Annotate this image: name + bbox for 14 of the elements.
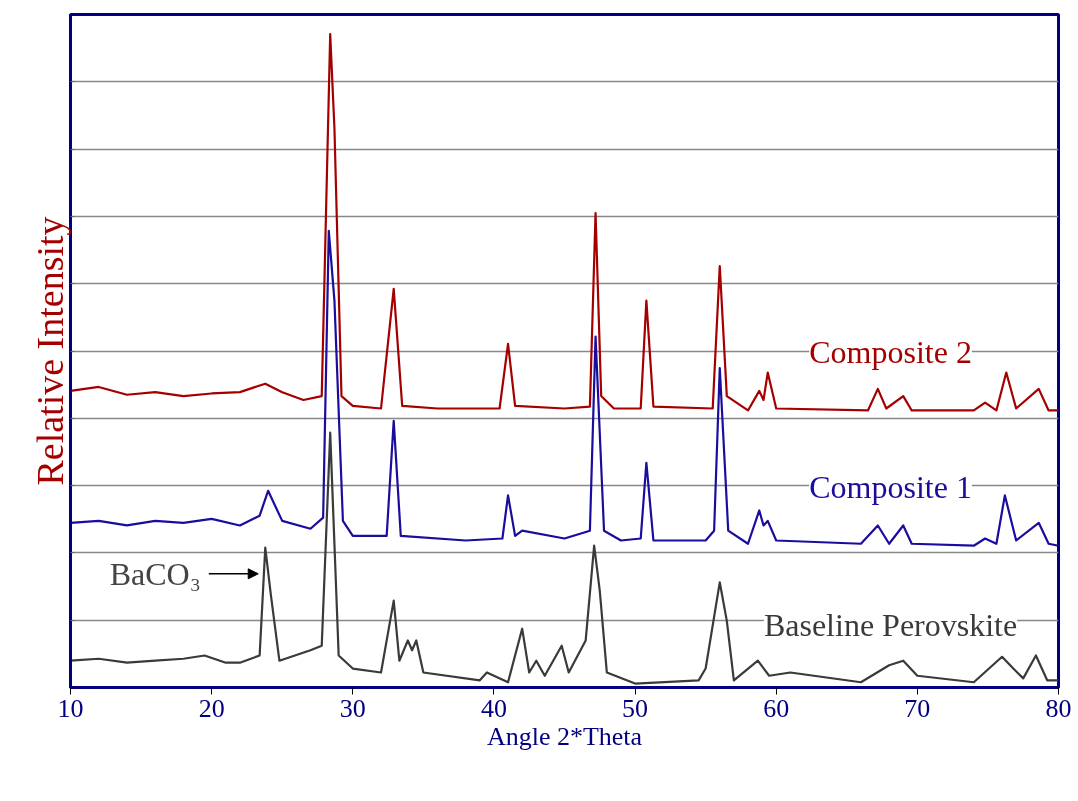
series-label: Composite 2 bbox=[809, 334, 972, 371]
series-label: Composite 1 bbox=[809, 469, 972, 506]
x-tick-label: 80 bbox=[1045, 693, 1072, 723]
x-tick-label: 20 bbox=[198, 693, 225, 723]
x-tick-label: 10 bbox=[57, 693, 84, 723]
x-tick-label: 30 bbox=[339, 693, 366, 723]
x-tick-label: 50 bbox=[622, 693, 649, 723]
x-axis-title: Angle 2*Theta bbox=[486, 721, 643, 751]
annotation: BaCO₃ bbox=[109, 555, 201, 592]
y-axis-title: Relative Intensity bbox=[28, 216, 71, 486]
x-tick-label: 40 bbox=[480, 693, 507, 723]
series-label: Baseline Perovskite bbox=[763, 607, 1018, 644]
x-tick-label: 60 bbox=[763, 693, 790, 723]
x-tick-label: 70 bbox=[904, 693, 931, 723]
